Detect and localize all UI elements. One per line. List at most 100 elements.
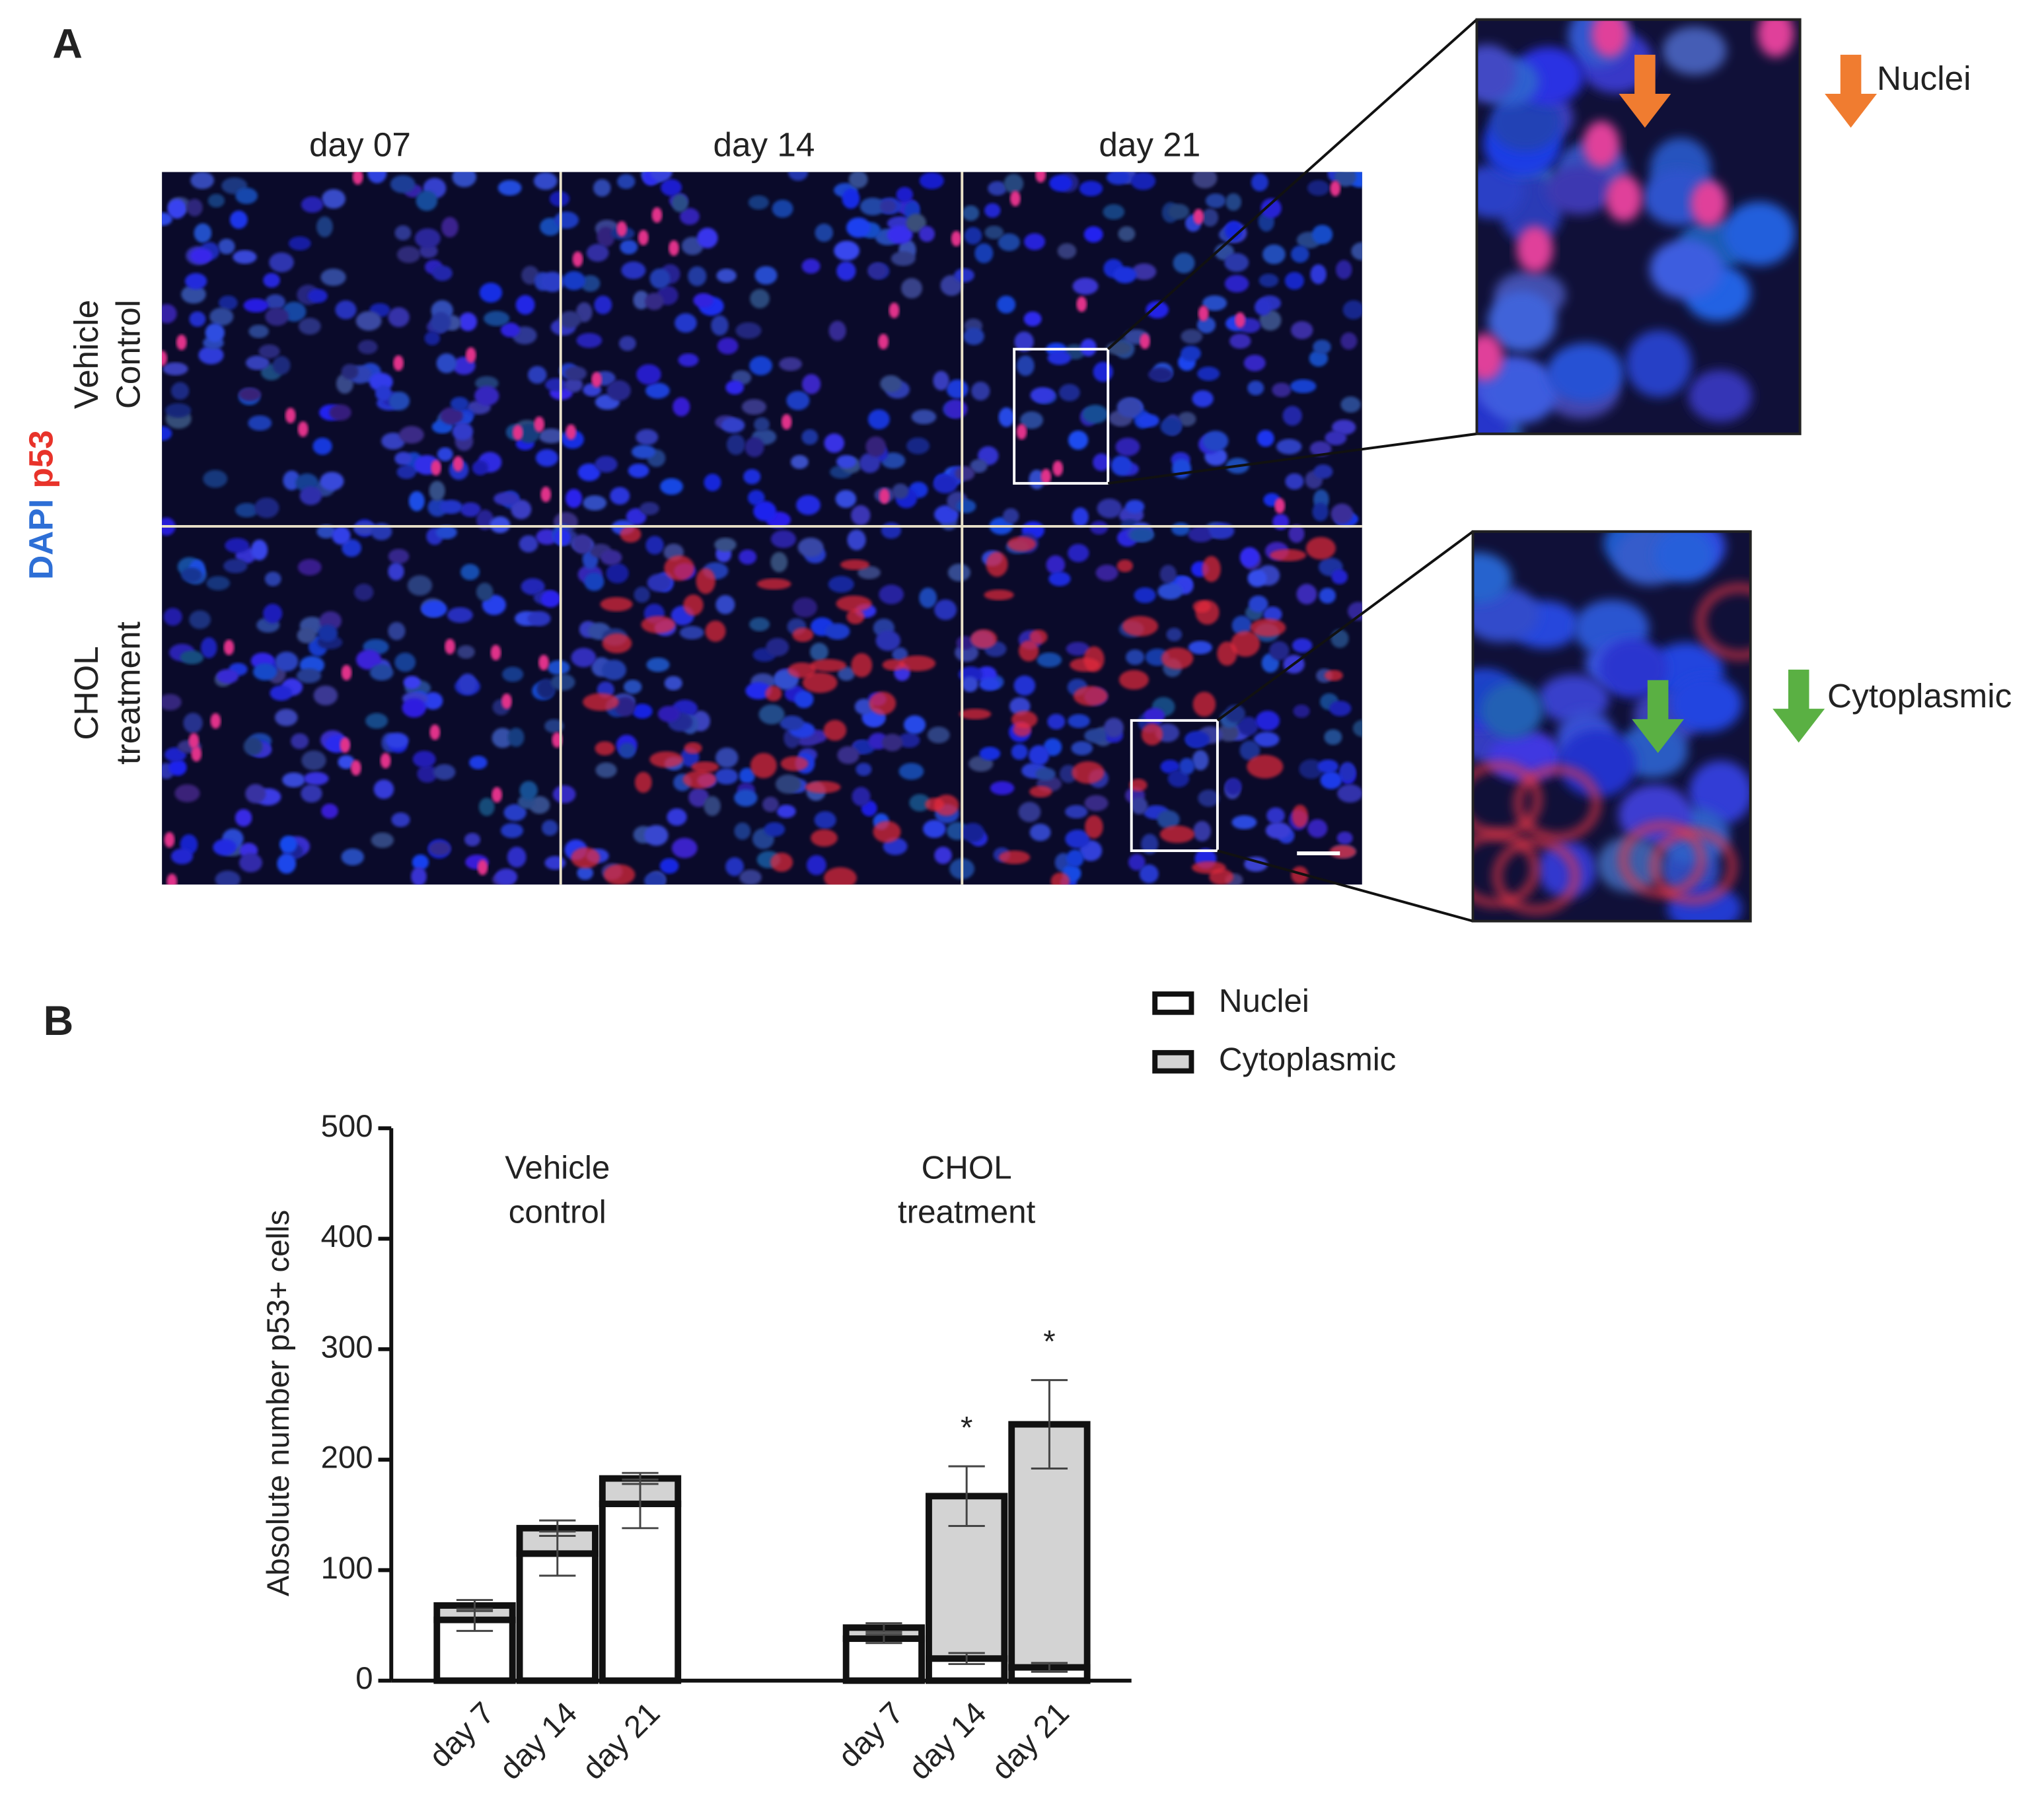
- cell: [1107, 172, 1130, 185]
- row-label: Control: [109, 300, 147, 409]
- cell: [162, 426, 172, 441]
- p53-signal: [164, 832, 175, 848]
- cell: [1202, 208, 1219, 227]
- cell: [1028, 745, 1050, 765]
- cell: [538, 428, 564, 444]
- zoom-box: [1013, 347, 1110, 485]
- cell: [479, 283, 503, 303]
- cell: [865, 436, 887, 457]
- cell: [1490, 93, 1562, 152]
- p53-signal: [823, 719, 847, 741]
- cell: [693, 293, 713, 308]
- cell: [1104, 717, 1124, 738]
- cell: [424, 331, 441, 345]
- cell: [1202, 431, 1229, 452]
- cell: [919, 172, 944, 190]
- cell: [1547, 343, 1624, 403]
- cell: [162, 693, 182, 711]
- arrows: [1619, 54, 1878, 754]
- cell: [1148, 367, 1173, 382]
- cell: [649, 268, 671, 289]
- cell: [1097, 498, 1122, 518]
- cell: [1218, 723, 1239, 742]
- cell: [519, 535, 538, 553]
- arrow-nuclei: [1619, 54, 1671, 128]
- p53-signal: [1697, 584, 1751, 660]
- x-tick-label: day 7: [422, 1695, 501, 1774]
- cell: [436, 353, 457, 374]
- cell: [355, 311, 382, 331]
- cell: [734, 789, 758, 807]
- cell: [1130, 797, 1148, 815]
- cell: [776, 804, 796, 818]
- cell: [947, 563, 970, 582]
- p53-signal: [285, 407, 296, 424]
- cell: [564, 377, 583, 393]
- cell: [248, 415, 272, 431]
- cell: [238, 387, 262, 402]
- cell: [1192, 390, 1214, 407]
- cell: [745, 682, 772, 699]
- cell: [1171, 522, 1190, 536]
- cell: [170, 382, 190, 400]
- cell: [1225, 705, 1246, 723]
- p53-signal: [651, 207, 663, 223]
- cell: [747, 489, 765, 506]
- cell: [207, 194, 225, 208]
- cell: [540, 271, 565, 293]
- cell: [1118, 226, 1136, 242]
- cell: [859, 452, 881, 474]
- cell: [181, 285, 206, 304]
- cell: [898, 732, 920, 748]
- cell: [1224, 253, 1249, 272]
- cell: [458, 673, 477, 694]
- cell: [447, 607, 473, 623]
- p53-signal: [620, 526, 641, 543]
- cell: [511, 499, 532, 520]
- cell: [270, 685, 293, 701]
- cell: [416, 190, 438, 211]
- cell: [775, 774, 801, 794]
- cell: [1255, 710, 1280, 731]
- cell: [282, 772, 306, 788]
- cell: [661, 178, 682, 196]
- cell: [887, 216, 913, 230]
- cell: [1231, 616, 1253, 635]
- p53-signal: [1029, 785, 1052, 798]
- p53-signal: [756, 578, 791, 590]
- p53-signal: [595, 741, 615, 756]
- p53-signal: [765, 686, 782, 701]
- cell: [375, 385, 392, 402]
- cell: [329, 404, 351, 421]
- cell: [1329, 701, 1352, 717]
- cell: [394, 451, 412, 466]
- significance: *: [1043, 1324, 1055, 1359]
- cell: [645, 293, 664, 310]
- cell: [741, 399, 767, 415]
- cell: [1173, 252, 1195, 273]
- cell: [1047, 713, 1066, 730]
- cell: [1723, 201, 1796, 266]
- y-tick-label: 500: [321, 1109, 373, 1144]
- cell: [796, 495, 821, 515]
- cell: [645, 382, 670, 399]
- cell: [892, 483, 909, 499]
- cell: [307, 289, 328, 303]
- x-tick-label: day 7: [832, 1695, 910, 1774]
- cell: [906, 213, 926, 232]
- p53-signal: [176, 334, 187, 351]
- arrow-cytoplasmic: [1772, 669, 1825, 743]
- cell: [1266, 807, 1285, 824]
- cell: [688, 788, 710, 807]
- cell: [388, 548, 410, 564]
- cell: [1477, 164, 1524, 219]
- cell: [371, 832, 394, 848]
- cell: [1167, 769, 1190, 787]
- cell: [1068, 430, 1089, 450]
- cell: [716, 268, 737, 283]
- cell: [659, 858, 679, 874]
- p53-signal: [879, 488, 890, 505]
- cell: [933, 475, 958, 494]
- cell: [341, 848, 365, 866]
